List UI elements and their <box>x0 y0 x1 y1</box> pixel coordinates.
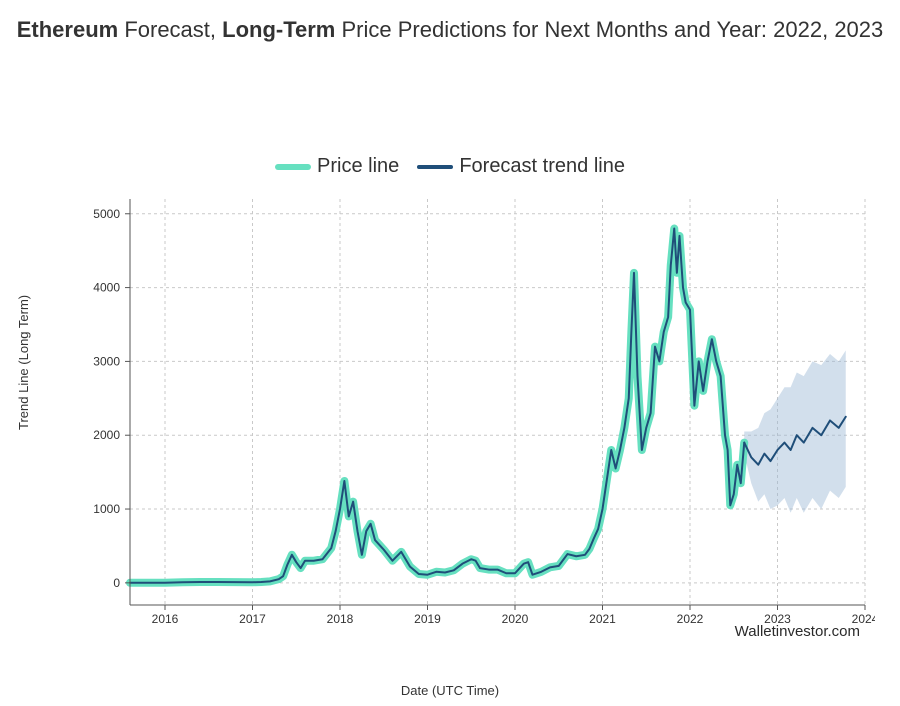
chart-plot-area: 0 1000 2000 3000 4000 5000 2016 2017 2018 2019 202… <box>55 185 875 685</box>
svg-text:2000: 2000 <box>93 428 120 442</box>
svg-text:2020: 2020 <box>502 612 529 626</box>
svg-text:1000: 1000 <box>93 502 120 516</box>
chart-svg: 0 1000 2000 3000 4000 5000 2016 2017 2018 2019 202… <box>55 185 875 645</box>
x-axis-label: Date (UTC Time) <box>0 683 900 698</box>
svg-text:2017: 2017 <box>239 612 266 626</box>
svg-text:2018: 2018 <box>327 612 354 626</box>
svg-text:2022: 2022 <box>677 612 704 626</box>
svg-text:2019: 2019 <box>414 612 441 626</box>
chart-title: Ethereum Forecast, Long-Term Price Predi… <box>0 14 900 46</box>
svg-text:2021: 2021 <box>589 612 616 626</box>
svg-text:0: 0 <box>113 576 120 590</box>
legend-swatch-forecast <box>417 165 453 169</box>
chart-legend: Price line Forecast trend line <box>0 155 900 178</box>
svg-text:5000: 5000 <box>93 207 120 221</box>
legend-label-price: Price line <box>317 155 399 177</box>
y-axis-label: Trend Line (Long Term) <box>16 295 31 430</box>
legend-swatch-price <box>275 164 311 170</box>
svg-text:3000: 3000 <box>93 354 120 368</box>
legend-label-forecast: Forecast trend line <box>459 155 625 177</box>
svg-text:2016: 2016 <box>152 612 179 626</box>
svg-text:4000: 4000 <box>93 281 120 295</box>
watermark-text: Walletinvestor.com <box>735 623 860 640</box>
